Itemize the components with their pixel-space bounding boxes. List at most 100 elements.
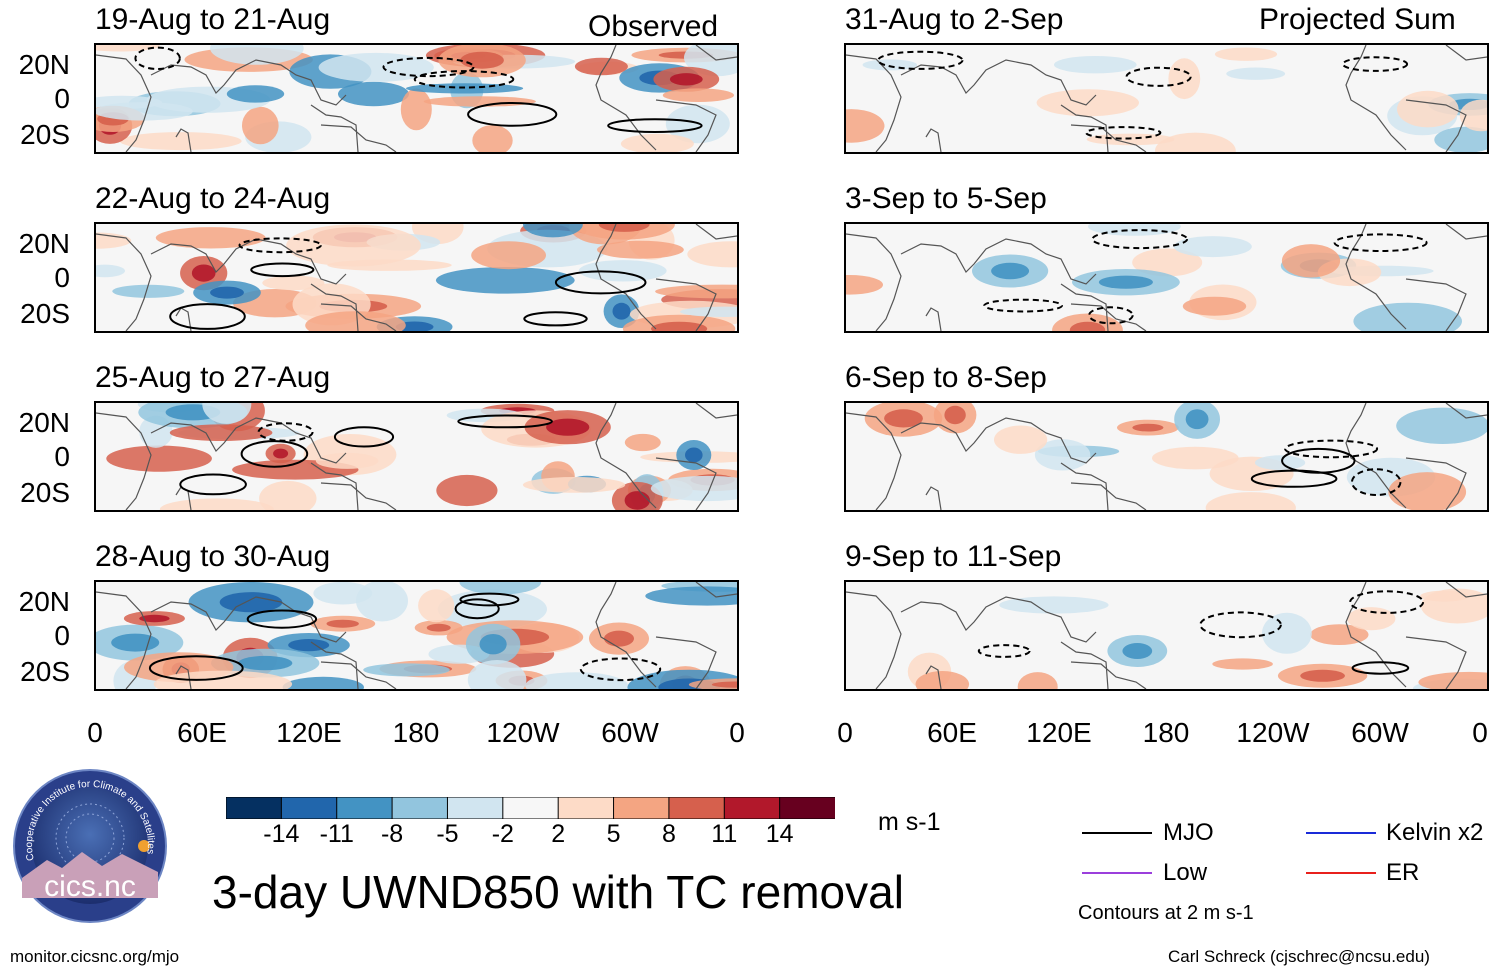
coastlines: [96, 403, 737, 510]
lat-label-eq: 0: [54, 620, 70, 651]
map-panel-proj-1: [844, 43, 1489, 154]
anomaly-blob: [169, 424, 273, 441]
mjo-contour: [1125, 66, 1192, 87]
anomaly-blob: [994, 425, 1048, 454]
anomaly-blob: [1397, 90, 1459, 128]
anomaly-blob: [1347, 607, 1396, 631]
coastlines: [846, 45, 1487, 152]
lon-label-180: 180: [1142, 717, 1190, 748]
anomaly-blob: [423, 96, 536, 107]
anomaly-blob: [400, 88, 432, 131]
colorbar-swatch: [779, 796, 837, 820]
anomaly-blob: [1205, 492, 1296, 510]
colorbar-tick-label: 2: [551, 820, 566, 848]
legend-kelvin-label: Kelvin x2: [1386, 819, 1484, 846]
mjo-contour: [1091, 229, 1189, 250]
lon-label-0-end: 0: [729, 717, 745, 748]
colorbar-tick-label: 8: [661, 820, 676, 848]
colorbar-tick-label: -14: [263, 820, 300, 848]
anomaly-blob: [437, 589, 547, 629]
map-panel-obs-1: [94, 43, 739, 154]
lon-label-60e: 60E: [177, 717, 227, 748]
colorbar-tick-label: -11: [319, 820, 354, 848]
mjo-contour: [240, 440, 309, 468]
anomaly-core: [139, 614, 170, 623]
lat-label-20s: 20S: [20, 119, 70, 150]
anomaly-blob: [1255, 455, 1306, 471]
anomaly-blob: [1212, 658, 1273, 670]
anomaly-blob: [202, 403, 252, 424]
mjo-contour: [1351, 468, 1402, 496]
colorbar-swatch: [557, 796, 615, 820]
panel-title-obs-2: 22-Aug to 24-Aug: [95, 182, 331, 215]
anomaly-blob: [356, 582, 408, 622]
anomaly-blob: [1017, 672, 1058, 689]
anomaly-blob: [1132, 248, 1203, 277]
anomaly-blob: [1262, 612, 1312, 654]
anomaly-blob: [578, 260, 667, 282]
anomaly-core: [238, 655, 293, 671]
anomaly-core: [1300, 669, 1345, 682]
anomaly-core: [1132, 423, 1164, 432]
colorbar-swatch: [225, 796, 283, 820]
map-panel-obs-2: [94, 222, 739, 333]
anomaly-blob: [597, 240, 684, 259]
map-panel-proj-2: [844, 222, 1489, 333]
anomaly-blob: [155, 227, 266, 249]
mjo-contour: [382, 56, 475, 78]
lon-label-180: 180: [392, 717, 440, 748]
anomaly-core: [991, 262, 1030, 280]
anomaly-blob: [915, 671, 970, 689]
anomaly-blob: [459, 582, 542, 595]
logo-text: cics.nc: [44, 870, 136, 903]
anomaly-blob: [96, 232, 132, 249]
anomaly-blob: [1155, 132, 1236, 152]
lat-label-eq: 0: [54, 83, 70, 114]
lon-label-120w: 120W: [486, 717, 560, 748]
anomaly-blob: [1353, 302, 1462, 331]
lat-label-20n: 20N: [18, 228, 70, 259]
footer-left: monitor.cicsnc.org/mjo: [10, 947, 180, 966]
anomaly-blob: [435, 267, 575, 294]
colorbar: [225, 796, 837, 820]
legend-low-line: [1082, 872, 1152, 874]
map-graphic: [96, 403, 737, 510]
anomaly-blob: [1182, 296, 1247, 316]
anomaly-blob: [1226, 67, 1286, 80]
anomaly-blob: [523, 224, 583, 238]
mjo-contour: [179, 473, 247, 496]
mjo-contour: [457, 414, 553, 429]
panel-title-obs-1: 19-Aug to 21-Aug: [95, 3, 331, 36]
anomaly-blob: [1396, 407, 1487, 444]
anomaly-blob: [1034, 439, 1091, 471]
anomaly-core: [191, 264, 216, 282]
anomaly-blob: [282, 676, 364, 689]
anomaly-core: [1098, 275, 1153, 289]
coastlines: [846, 224, 1487, 331]
coastlines: [96, 45, 737, 152]
map-graphic: [846, 224, 1487, 331]
anomaly-blob: [242, 106, 279, 145]
map-graphic: [846, 45, 1487, 152]
map-panel-proj-3: [844, 401, 1489, 512]
anomaly-blob: [655, 284, 737, 299]
anomaly-blob: [522, 477, 626, 493]
lat-label-20n: 20N: [18, 407, 70, 438]
mjo-contour: [1341, 56, 1409, 72]
map-graphic: [846, 582, 1487, 689]
anomaly-blob: [159, 498, 274, 510]
lat-label-20s: 20S: [20, 477, 70, 508]
anomaly-core: [651, 321, 708, 331]
panel-title-proj-2: 3-Sep to 5-Sep: [845, 182, 1047, 215]
lon-label-0: 0: [837, 717, 853, 748]
anomaly-blob: [620, 133, 694, 152]
anomaly-blob: [338, 81, 409, 107]
panel-title-proj-4: 9-Sep to 11-Sep: [845, 540, 1062, 573]
lon-label-60e: 60E: [927, 717, 977, 748]
anomaly-blob: [210, 45, 304, 65]
colorbar-swatch: [502, 796, 560, 820]
lon-label-0-end: 0: [1472, 717, 1488, 748]
anomaly-blob: [96, 102, 193, 121]
coastlines: [846, 403, 1487, 510]
anomaly-blob: [106, 445, 212, 472]
